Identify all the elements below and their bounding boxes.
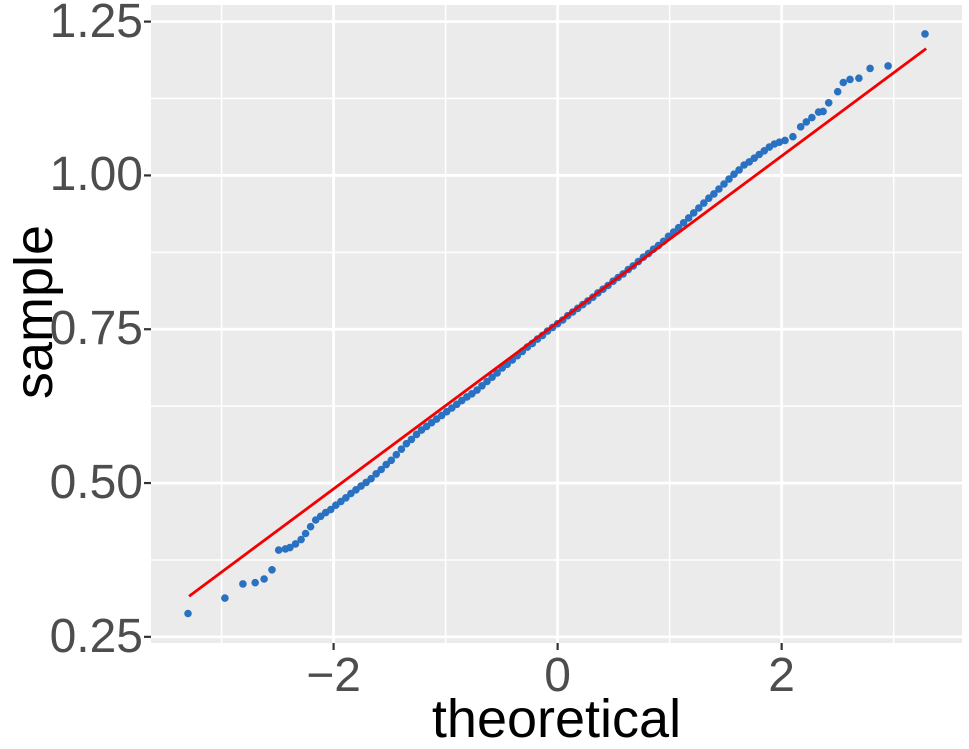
qq-point	[846, 75, 854, 84]
qq-point	[725, 175, 733, 183]
qq-point	[855, 74, 863, 82]
qq-point	[387, 456, 396, 465]
qq-point	[297, 535, 305, 544]
qq-point	[866, 64, 874, 73]
qq-point	[184, 609, 192, 618]
qq-point	[407, 435, 416, 444]
qq-point	[789, 132, 797, 141]
qq-point	[402, 439, 411, 448]
qq-point	[239, 580, 247, 588]
qq-point	[705, 194, 713, 202]
y-tick-label-0.50: 0.50	[49, 456, 143, 510]
qq-point	[397, 445, 406, 454]
y-tick-label-0.25: 0.25	[49, 609, 143, 663]
qq-point	[884, 62, 892, 70]
qq-point	[833, 87, 842, 96]
qq-point	[802, 118, 811, 126]
qq-point	[839, 78, 848, 87]
qq-point	[781, 136, 789, 145]
y-axis-title: sample	[4, 224, 64, 400]
y-tick-label-1.25: 1.25	[49, 0, 143, 48]
qq-point	[819, 107, 827, 116]
qq-point	[679, 219, 688, 227]
qq-point	[493, 369, 501, 377]
qq-point	[488, 373, 496, 382]
qq-point	[327, 505, 335, 514]
qq-point	[735, 166, 743, 174]
qq-point	[824, 99, 833, 107]
qq-point	[720, 180, 728, 188]
qq-point	[301, 529, 310, 538]
y-tick-label-0.75: 0.75	[49, 302, 143, 356]
qq-point	[306, 522, 315, 531]
qq-point	[392, 450, 401, 459]
qq-point	[251, 578, 259, 587]
qq-point	[483, 377, 491, 386]
y-tick-label-1.00: 1.00	[49, 148, 143, 202]
qq-point	[377, 465, 386, 474]
qq-point	[473, 386, 481, 394]
qq-point	[286, 543, 294, 552]
qq-point	[412, 430, 421, 439]
qq-point	[715, 185, 723, 193]
x-tick-label-2: 2	[768, 649, 795, 702]
qq-point	[260, 575, 268, 583]
x-axis-title: theoretical	[431, 689, 682, 749]
qq-point	[689, 209, 698, 217]
qq-point	[684, 214, 693, 222]
x-tick-label-neg2: −2	[306, 649, 361, 702]
qq-point	[730, 170, 738, 178]
qq-point	[372, 470, 381, 478]
qq-point	[268, 566, 276, 574]
qq-point	[710, 190, 718, 198]
qq-point	[796, 123, 805, 131]
qq-point	[274, 546, 283, 554]
qq-point	[700, 199, 708, 207]
qq-point	[342, 494, 350, 502]
qq-point	[808, 113, 816, 122]
qq-point	[695, 204, 703, 212]
qq-point	[291, 540, 300, 548]
qq-point	[921, 30, 929, 38]
qq-point	[382, 460, 391, 469]
qq-reference-line	[188, 47, 927, 598]
x-tick-label-0: 0	[544, 649, 571, 702]
qq-point	[367, 474, 375, 483]
qq-point	[478, 382, 486, 390]
qq-point	[221, 594, 229, 602]
